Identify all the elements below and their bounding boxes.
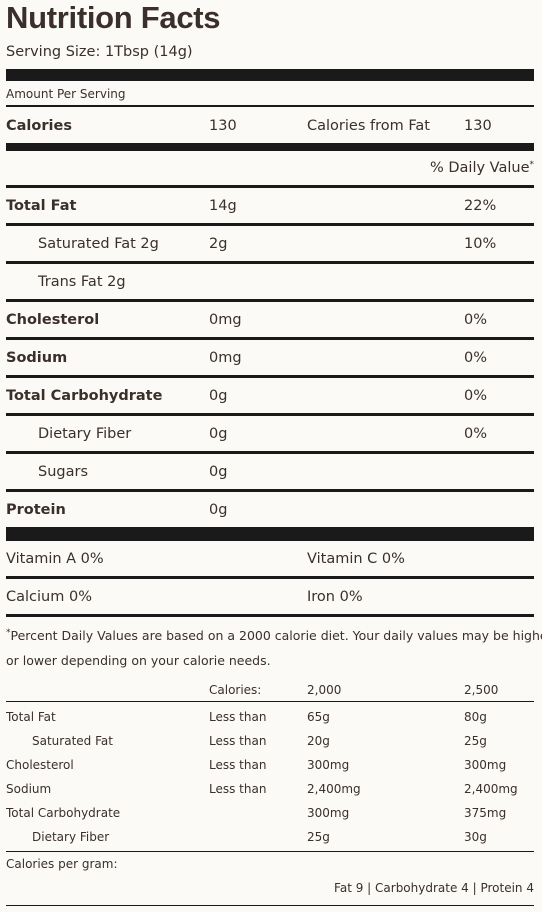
daily-value-asterisk: * [529,160,535,170]
reference-row-name: Dietary Fiber [32,830,110,844]
calcium: Calcium 0% [6,589,92,605]
divider [6,337,534,340]
footnote-line-1: *Percent Daily Values are based on a 200… [6,627,542,645]
divider [6,299,534,302]
divider [6,576,534,579]
nutrient-amount: 2g [209,236,228,252]
reference-row-2000: 300mg [307,806,350,820]
reference-row-2000: 20g [307,734,330,748]
divider [6,413,534,416]
daily-value-header: % Daily Value* [430,158,534,178]
footnote-text-1: Percent Daily Values are based on a 2000… [10,628,542,643]
divider [6,851,534,852]
nutrient-name: Total Fat [6,198,77,214]
vitamin-c: Vitamin C 0% [307,551,405,567]
reference-row-name: Saturated Fat [32,734,113,748]
divider [6,185,534,188]
reference-row-qualifier: Less than [209,710,267,724]
vitamin-a: Vitamin A 0% [6,551,104,567]
divider [6,375,534,378]
nutrient-name: Dietary Fiber [38,426,132,442]
reference-row-2500: 80g [464,710,487,724]
nutrient-daily-value: 0% [464,388,488,404]
calories-per-gram-label: Calories per gram: [6,857,118,871]
reference-row-2000: 25g [307,830,330,844]
nutrient-amount: 0g [209,464,228,480]
reference-row-qualifier: Less than [209,758,267,772]
reference-row-2500: 375mg [464,806,507,820]
reference-row-name: Sodium [6,782,52,796]
reference-row-2000: 65g [307,710,330,724]
nutrient-amount: 0mg [209,312,242,328]
ref-calories-2000: 2,000 [307,683,342,697]
divider [6,905,534,906]
calories-from-fat-value: 130 [464,118,492,134]
footnote-asterisk: * [6,628,11,638]
nutrient-daily-value: 0% [464,312,488,328]
nutrient-name: Sodium [6,350,68,366]
divider [6,261,534,264]
nutrient-amount: 14g [209,198,237,214]
reference-row-2500: 30g [464,830,487,844]
thick-divider [6,527,534,541]
calories-from-fat-label: Calories from Fat [307,118,430,134]
calories-label: Calories [6,118,72,134]
ref-calories-2500: 2,500 [464,683,499,697]
reference-row-2500: 25g [464,734,487,748]
divider [6,614,534,617]
divider [6,489,534,492]
divider [6,451,534,454]
reference-row-name: Cholesterol [6,758,74,772]
nutrient-name: Total Carbohydrate [6,388,163,404]
nutrient-amount: 0g [209,502,228,518]
nutrient-name: Trans Fat 2g [38,274,126,290]
reference-row-2000: 300mg [307,758,350,772]
reference-row-name: Total Fat [6,710,56,724]
medium-divider [6,143,534,151]
daily-value-text: % Daily Value [429,160,530,176]
nutrient-name: Protein [6,502,66,518]
reference-row-2000: 2,400mg [307,782,361,796]
calories-value: 130 [209,118,237,134]
nutrient-amount: 0g [209,388,228,404]
nutrient-amount: 0g [209,426,228,442]
calories-per-gram-values: Fat 9 | Carbohydrate 4 | Protein 4 [334,881,534,895]
reference-row-2500: 2,400mg [464,782,518,796]
footnote-line-2: or lower depending on your calorie needs… [6,653,271,668]
nutrient-name: Saturated Fat 2g [38,236,159,252]
nutrient-name: Sugars [38,464,88,480]
iron: Iron 0% [307,589,363,605]
nutrient-daily-value: 22% [464,198,497,214]
reference-row-name: Total Carbohydrate [6,806,121,820]
reference-row-2500: 300mg [464,758,507,772]
divider [6,223,534,226]
label-title: Nutrition Facts [6,0,221,35]
nutrient-daily-value: 0% [464,350,488,366]
amount-per-serving: Amount Per Serving [6,87,126,101]
divider [6,105,534,107]
nutrient-daily-value: 0% [464,426,488,442]
reference-row-qualifier: Less than [209,782,267,796]
serving-size: Serving Size: 1Tbsp (14g) [6,44,193,60]
reference-row-qualifier: Less than [209,734,267,748]
nutrient-daily-value: 10% [464,236,497,252]
nutrient-name: Cholesterol [6,312,100,328]
ref-calories-label: Calories: [209,683,262,697]
divider [6,701,534,702]
thick-divider [6,69,534,81]
nutrient-amount: 0mg [209,350,242,366]
